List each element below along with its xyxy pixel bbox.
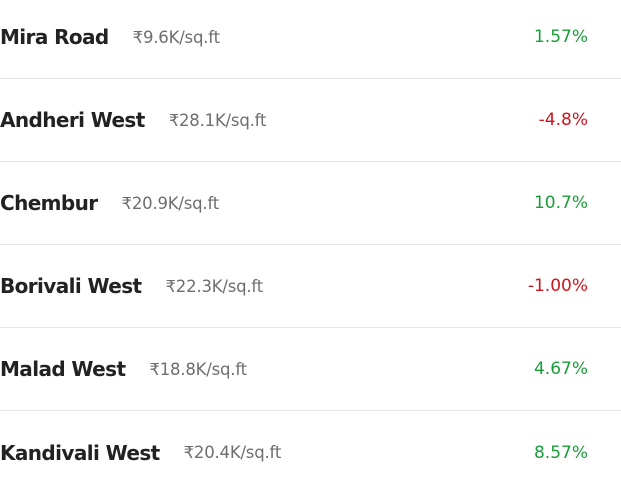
price-change: 4.67% xyxy=(533,359,588,379)
list-item[interactable]: Andheri West ₹28.1K/sq.ft -4.8% xyxy=(0,79,621,162)
price-per-sqft: ₹18.8K/sq.ft xyxy=(149,359,247,379)
list-item[interactable]: Malad West ₹18.8K/sq.ft 4.67% xyxy=(0,328,621,411)
price-per-sqft: ₹20.9K/sq.ft xyxy=(121,193,220,213)
locality-name[interactable]: Mira Road xyxy=(0,25,109,49)
list-item[interactable]: Chembur ₹20.9K/sq.ft 10.7% xyxy=(0,162,621,245)
price-change: 8.57% xyxy=(533,442,588,463)
price-change: -1.00% xyxy=(527,276,588,296)
price-per-sqft: ₹20.4K/sq.ft xyxy=(183,443,282,462)
price-change: -4.8% xyxy=(538,110,588,130)
list-item[interactable]: Kandivali West ₹20.4K/sq.ft 8.57% xyxy=(0,411,621,494)
price-change: 10.7% xyxy=(533,193,588,213)
list-item[interactable]: Borivali West ₹22.3K/sq.ft -1.00% xyxy=(0,245,621,328)
locality-name[interactable]: Chembur xyxy=(0,191,98,215)
price-per-sqft: ₹22.3K/sq.ft xyxy=(165,276,264,296)
price-per-sqft: ₹9.6K/sq.ft xyxy=(132,27,220,47)
locality-name[interactable]: Andheri West xyxy=(0,108,145,132)
price-change: 1.57% xyxy=(533,27,588,47)
locality-name[interactable]: Borivali West xyxy=(0,274,142,298)
list-item[interactable]: Mira Road ₹9.6K/sq.ft 1.57% xyxy=(0,0,621,79)
locality-name[interactable]: Kandivali West xyxy=(0,440,160,465)
locality-name[interactable]: Malad West xyxy=(0,357,126,381)
price-per-sqft: ₹28.1K/sq.ft xyxy=(168,110,267,130)
